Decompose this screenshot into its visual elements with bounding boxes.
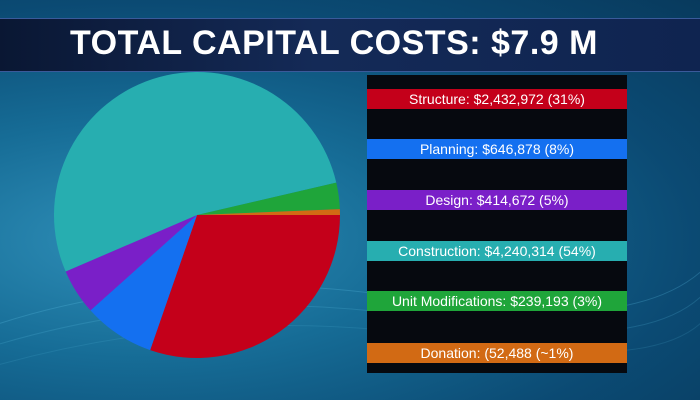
pie-slice-construction (53, 71, 337, 272)
legend-item-construction: Construction: $4,240,314 (54%) (367, 241, 627, 261)
pie-slice-design (65, 215, 197, 311)
legend-item-donation: Donation: (52,488 (~1%) (367, 343, 627, 363)
pie-slice-planning (90, 215, 197, 351)
pie-slice-unit-modifications (197, 182, 340, 215)
pie-slice-donation (197, 209, 340, 215)
legend-item-unit-modifications: Unit Modifications: $239,193 (3%) (367, 291, 627, 311)
legend-item-design: Design: $414,672 (5%) (367, 190, 627, 210)
pie-slice-structure (150, 215, 340, 358)
legend-item-structure: Structure: $2,432,972 (31%) (367, 89, 627, 109)
chart-title: TOTAL CAPITAL COSTS: $7.9 M (70, 24, 598, 62)
title-bar (0, 18, 700, 72)
legend-item-planning: Planning: $646,878 (8%) (367, 139, 627, 159)
pie-chart (53, 71, 340, 358)
legend-panel: Structure: $2,432,972 (31%) Planning: $6… (367, 75, 627, 373)
